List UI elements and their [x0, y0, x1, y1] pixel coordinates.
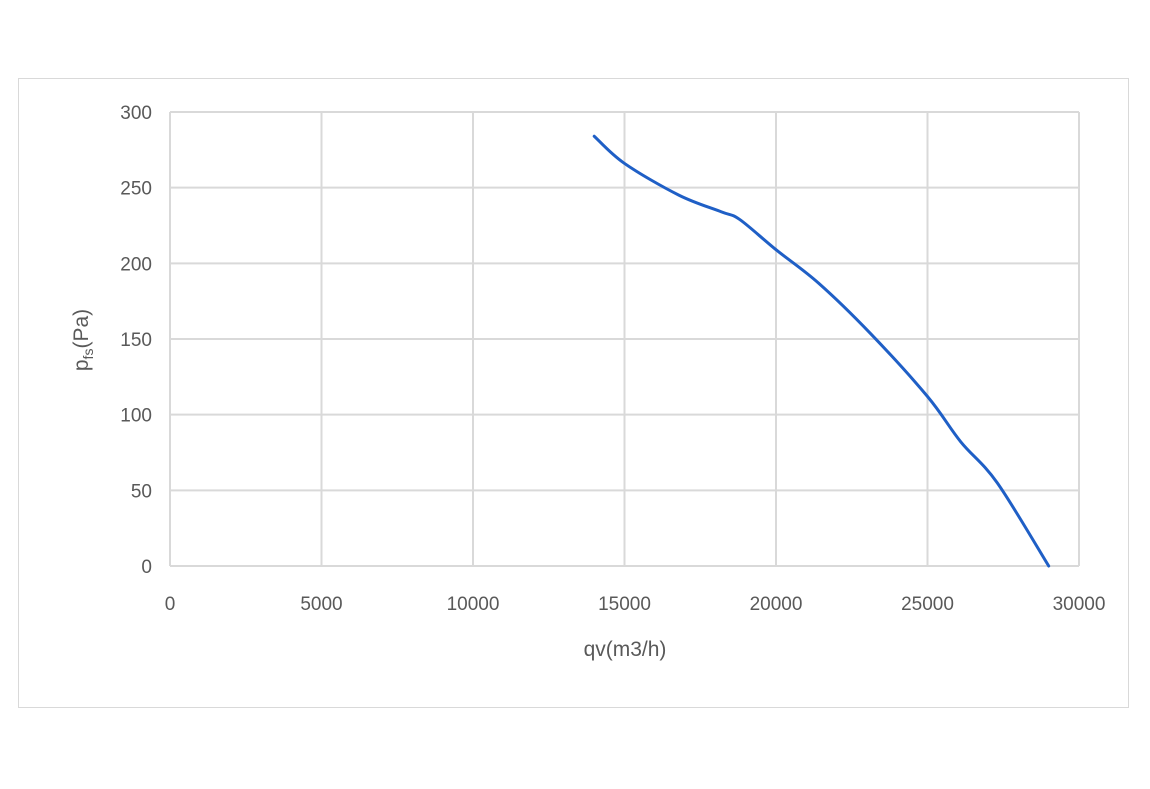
tick-labels: 0 5000 10000 15000 20000 25000 30000 0 50 100 150 2… — [120, 103, 1105, 615]
y-tick-label: 50 — [131, 481, 152, 502]
x-tick-label: 0 — [165, 594, 176, 615]
y-tick-label: 300 — [120, 103, 152, 124]
x-tick-label: 5000 — [300, 594, 342, 615]
x-tick-label: 20000 — [750, 594, 803, 615]
x-tick-label: 30000 — [1053, 594, 1106, 615]
y-tick-label: 200 — [120, 254, 152, 275]
y-axis-label: pfs(Pa) — [70, 309, 96, 371]
x-tick-label: 15000 — [598, 594, 651, 615]
x-tick-label: 25000 — [901, 594, 954, 615]
y-tick-label: 250 — [120, 179, 152, 200]
y-tick-label: 150 — [120, 330, 152, 351]
x-axis-label: qv(m3/h) — [584, 638, 667, 661]
grid — [169, 111, 1080, 567]
y-tick-label: 100 — [120, 406, 152, 427]
chart-frame — [18, 78, 1129, 708]
y-tick-label: 0 — [141, 557, 152, 578]
x-tick-label: 10000 — [447, 594, 500, 615]
series-line — [592, 134, 1051, 568]
